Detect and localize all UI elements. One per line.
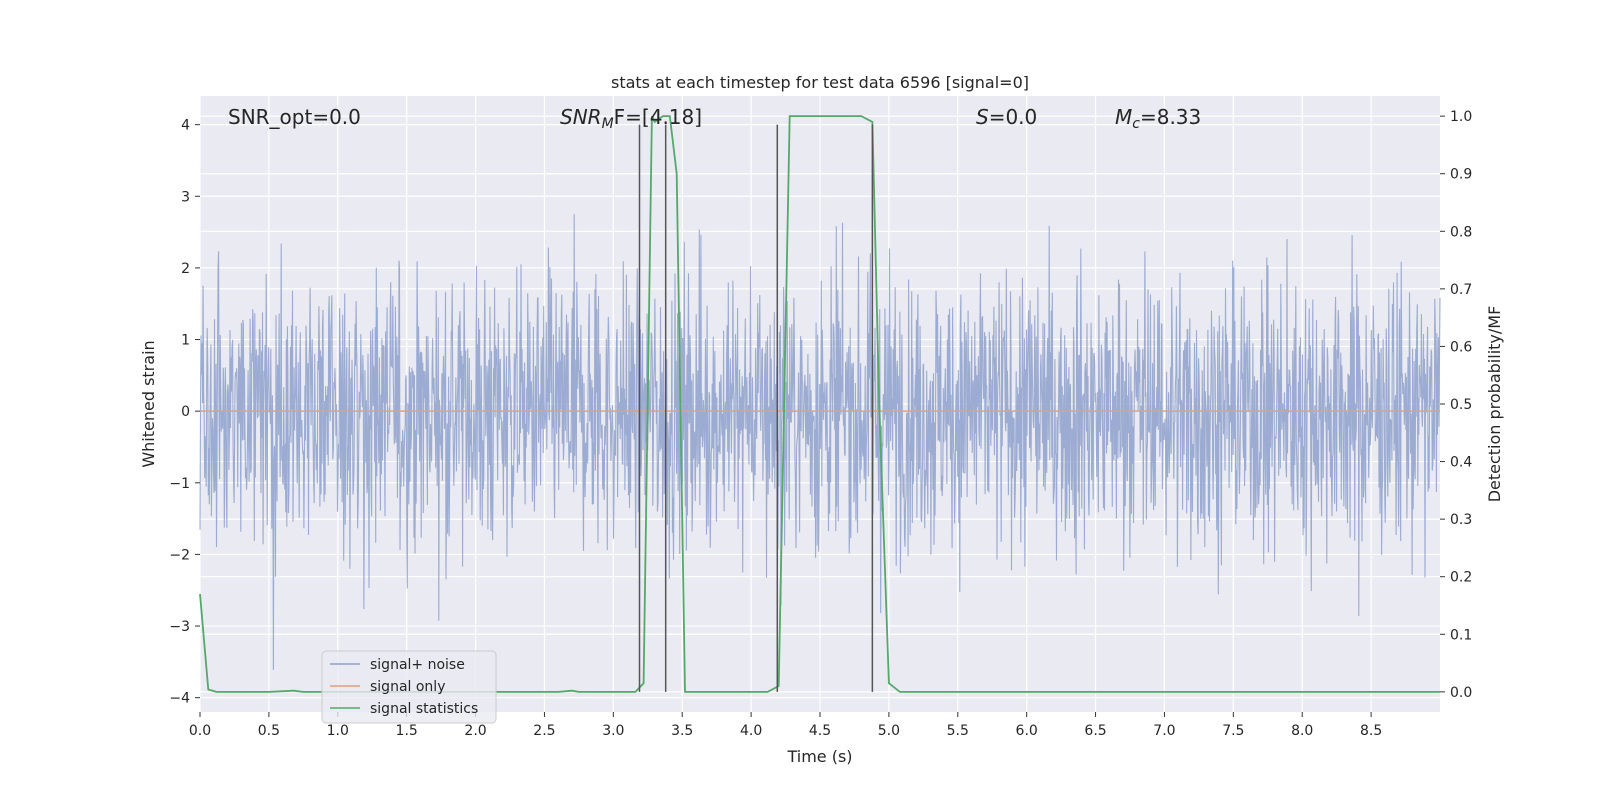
y-tick-label-right: 0.3 [1450, 512, 1472, 528]
y-tick-label-right: 0.1 [1450, 627, 1472, 643]
legend-box [321, 650, 497, 724]
x-tick-label: 8.5 [1360, 723, 1382, 739]
x-tick-label: 0.0 [189, 723, 211, 739]
x-tick-label: 6.0 [1016, 723, 1038, 739]
y-tick-label-right: 0.8 [1450, 224, 1472, 240]
y-tick-label-left: 3 [181, 189, 190, 205]
x-tick-label: 6.5 [1084, 723, 1106, 739]
x-tick-label: 3.5 [671, 723, 693, 739]
y-tick-label-right: 0.0 [1450, 685, 1472, 701]
x-tick-label: 1.0 [327, 723, 349, 739]
y-tick-label-right: 0.9 [1450, 167, 1472, 183]
x-tick-label: 7.5 [1222, 723, 1244, 739]
x-tick-label: 5.5 [947, 723, 969, 739]
legend-label-signal-only: signal only [370, 679, 445, 695]
y-tick-label-right: 0.7 [1450, 282, 1472, 298]
y-tick-label-left: −3 [169, 619, 190, 635]
y-tick-label-left: 0 [181, 404, 190, 420]
legend-label-signal-plus-noise: signal+ noise [370, 657, 465, 673]
x-tick-label: 0.5 [258, 723, 280, 739]
y-tick-label-right: 0.5 [1450, 397, 1472, 413]
x-tick-label: 3.0 [602, 723, 624, 739]
signal-plus-noise-series [199, 214, 1441, 670]
y-tick-label-right: 0.4 [1450, 455, 1472, 471]
snr-opt-annotation: SNR_opt=0.0 [228, 105, 361, 129]
signal-plus-noise-line [199, 214, 1441, 670]
x-tick-label: 8.0 [1291, 723, 1313, 739]
signal-statistics-series [199, 115, 1440, 693]
s-annotation: S=0.0 [976, 105, 1037, 129]
x-tick-label: 5.0 [878, 723, 900, 739]
x-axis-ticks: 0.0 0.5 1.0 1.5 2.0 2.5 3.0 3.5 4.0 4.5 5.0 5.5 6.0 6… [189, 712, 1382, 739]
snr-mf-annotation: SNRMF=[4.18] [560, 105, 702, 132]
legend: signal+ noise signal only signal statist… [321, 650, 497, 724]
y-axis-left-ticks: 4 3 2 1 0 −1 −2 −3 −4 [169, 118, 200, 707]
y-tick-label-left: 4 [181, 118, 190, 134]
y-tick-label-left: −4 [169, 691, 190, 707]
y-tick-label-right: 0.2 [1450, 570, 1472, 586]
x-tick-label: 2.0 [464, 723, 486, 739]
signal-statistics-line [199, 115, 1440, 693]
y-tick-label-left: 2 [181, 261, 190, 277]
chart-title: stats at each timestep for test data 659… [611, 73, 1029, 92]
mc-annotation: Mc=8.33 [1115, 105, 1201, 132]
y-tick-label-left: 1 [181, 333, 190, 349]
y-tick-label-right: 1.0 [1450, 109, 1472, 125]
y-tick-label-right: 0.6 [1450, 339, 1472, 355]
x-tick-label: 4.0 [740, 723, 762, 739]
vertical-markers [638, 124, 874, 692]
x-axis-label: Time (s) [786, 747, 852, 766]
x-tick-label: 4.5 [809, 723, 831, 739]
y-axis-right-ticks: 1.0 0.9 0.8 0.7 0.6 0.5 0.4 0.3 0.2 0.1 0.0 [1440, 109, 1472, 701]
legend-label-signal-statistics: signal statistics [370, 701, 478, 717]
x-tick-label: 7.0 [1153, 723, 1175, 739]
x-tick-label: 1.5 [396, 723, 418, 739]
y-axis-left-label: Whitened strain [139, 340, 158, 467]
y-tick-label-left: −1 [169, 476, 190, 492]
y-axis-right-label: Detection probability/MF [1485, 306, 1504, 503]
x-tick-label: 2.5 [533, 723, 555, 739]
y-tick-label-left: −2 [169, 547, 190, 563]
